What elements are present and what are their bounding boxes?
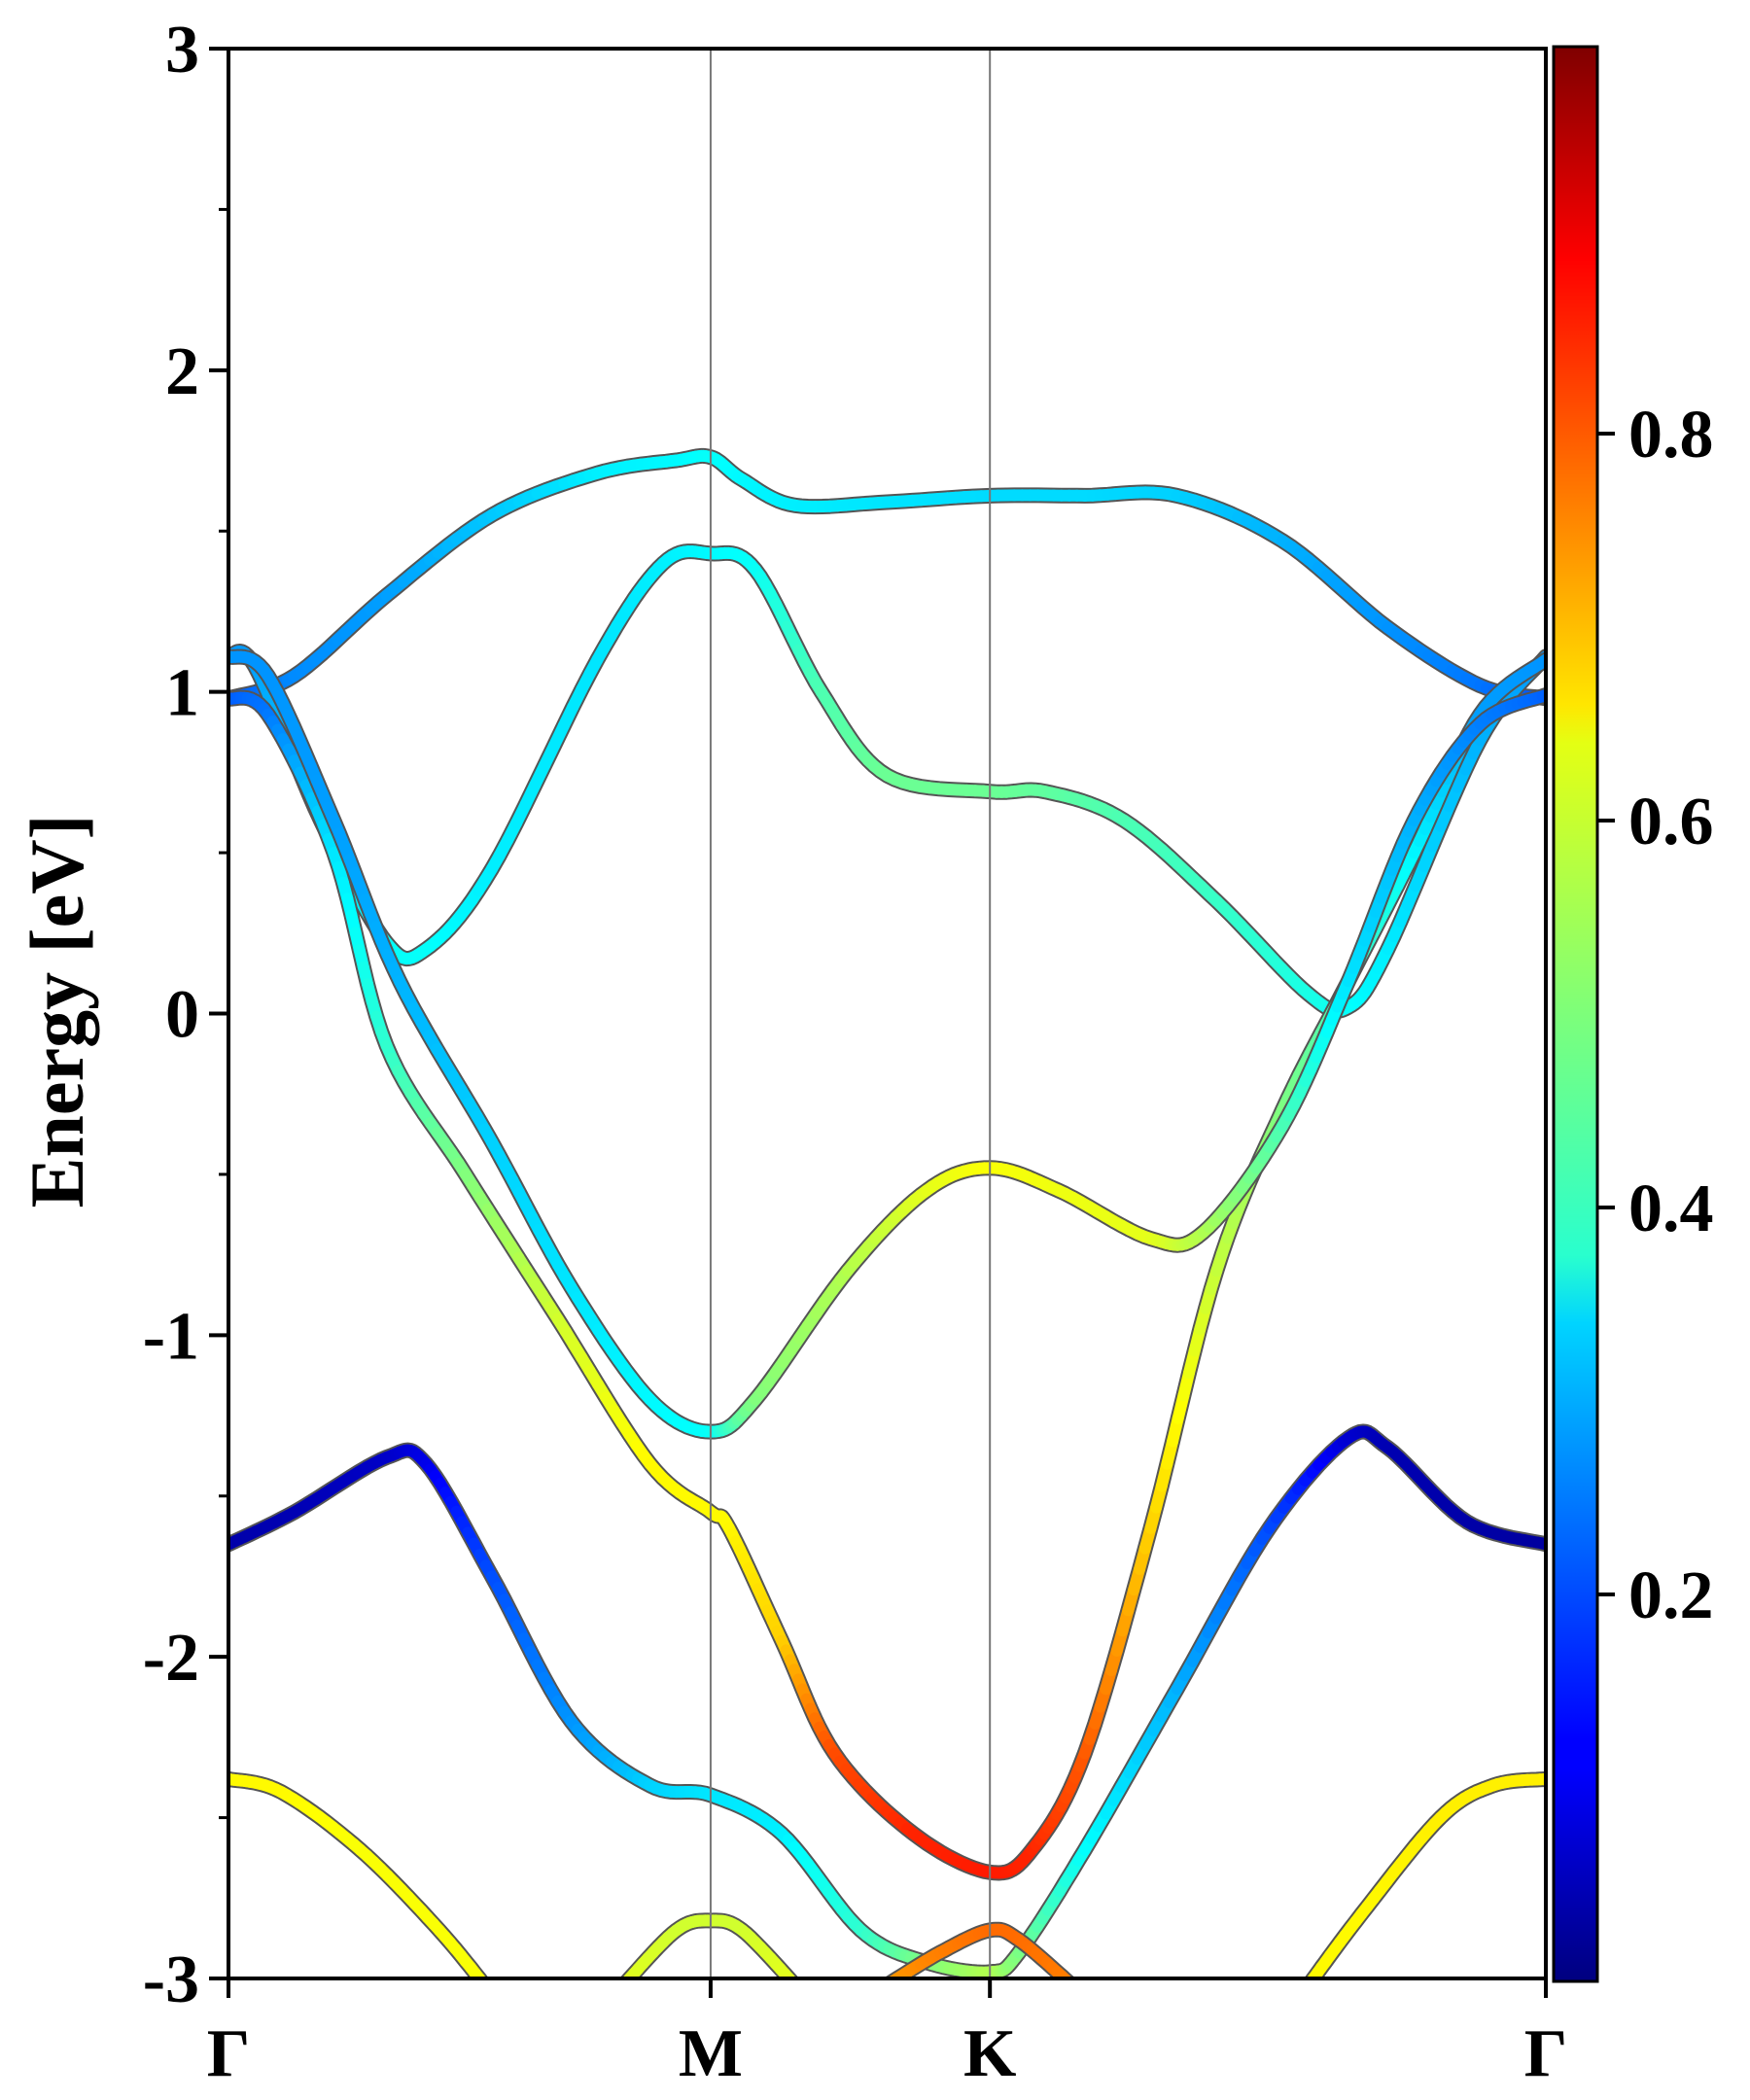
colorbar-gradient: [1552, 45, 1599, 1983]
band-outline: [228, 447, 1546, 707]
y-tick-label: -2: [143, 1621, 199, 1696]
band-line: [618, 1912, 800, 1978]
band-segment: [888, 1983, 891, 1985]
band-line: [228, 648, 1546, 1440]
band-segment: [1306, 1976, 1316, 1978]
band-outline: [228, 1770, 490, 1978]
x-tick-label: K: [963, 2016, 1016, 2091]
x-tick-label: M: [679, 2016, 743, 2091]
colorbar-tick-label: 0.4: [1628, 1172, 1714, 1246]
band-line: [228, 651, 1546, 1881]
band-outline: [228, 1423, 1546, 1978]
band-segment: [486, 1988, 489, 1992]
colorbar-tick-label: 0.2: [1628, 1558, 1714, 1633]
band-line: [883, 1921, 1076, 1985]
x-tick-label: Γ: [207, 2016, 251, 2091]
band-segment: [483, 1983, 487, 1988]
colorbar-tick-label: 0.8: [1628, 398, 1714, 472]
y-tick-label: -3: [143, 1942, 199, 2017]
band-line: [228, 1423, 1546, 1978]
y-tick-label: 1: [165, 656, 199, 731]
band-line: [228, 1770, 493, 1994]
band-line: [228, 543, 1546, 1019]
kpoint-vertical-lines: [709, 49, 992, 1978]
y-axis-ticks: 3 2 1 0 -1 -2 -3: [143, 13, 228, 2017]
x-tick-label: Γ: [1524, 2016, 1568, 2091]
band-segment: [490, 1991, 493, 1994]
y-tick-label: 3: [165, 13, 199, 88]
colorbar: 0.2 0.4 0.6 0.8: [1552, 45, 1714, 1983]
band-outline: [228, 651, 1546, 1881]
band-segment: [1065, 1977, 1073, 1978]
colorbar-ticks: 0.2 0.4 0.6 0.8: [1597, 398, 1714, 1633]
band-line: [228, 447, 1546, 707]
band-segment: [886, 1975, 898, 1978]
y-tick-label: -1: [143, 1299, 199, 1374]
band-segment: [788, 1976, 797, 1978]
band-segment: [621, 1976, 631, 1978]
band-outline: [1304, 1770, 1546, 1978]
colorbar-tick-label: 0.6: [1628, 785, 1714, 859]
y-axis-label: Energy [eV]: [15, 814, 99, 1208]
y-tick-label: 0: [165, 978, 199, 1053]
band-lines: [228, 447, 1546, 1994]
band-line: [1304, 1770, 1546, 1978]
y-tick-label: 2: [165, 334, 199, 409]
